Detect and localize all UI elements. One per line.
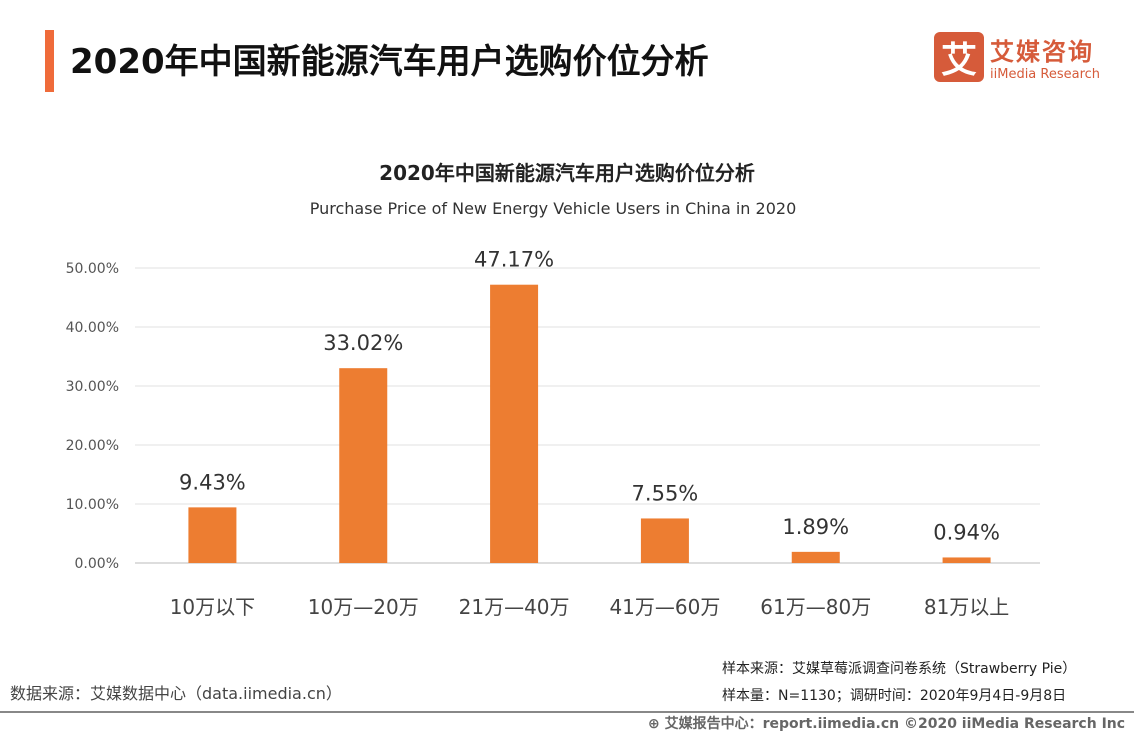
footer-copyright: ⊕ 艾媒报告中心：report.iimedia.cn ©2020 iiMedia… [648,716,1126,732]
x-tick-label: 81万以上 [924,595,1009,619]
logo: 艾 艾媒咨询 iiMedia Research [934,32,1100,82]
x-tick-label: 10万以下 [170,595,255,619]
chart-title: 2020年中国新能源汽车用户选购价位分析 [379,161,755,185]
bar [490,284,539,563]
logo-mark: 艾 [934,32,984,82]
chart-subtitle: Purchase Price of New Energy Vehicle Use… [309,199,797,218]
x-tick-label: 10万—20万 [308,595,419,619]
bar [339,368,388,563]
y-tick-label: 20.00% [66,438,119,454]
sample-source: 样本来源：艾媒草莓派调查问卷系统（Strawberry Pie） [722,661,1077,677]
data-label: 9.43% [179,470,246,494]
x-tick-label: 41万—60万 [609,595,720,619]
page-title: 2020年中国新能源汽车用户选购价位分析 [70,42,709,82]
y-tick-label: 0.00% [75,556,119,572]
data-label: 33.02% [323,331,403,355]
bar [188,507,237,563]
y-tick-label: 10.00% [66,497,119,513]
data-label: 7.55% [632,481,699,505]
globe-icon: ⊕ [648,716,665,732]
sample-size: 样本量：N=1130；调研时间：2020年9月4日-9月8日 [722,688,1067,704]
bar [791,551,840,563]
x-tick-label: 21万—40万 [459,595,570,619]
bar [640,518,689,563]
logo-cn: 艾媒咨询 [990,38,1094,66]
y-tick-label: 50.00% [66,261,119,277]
bar [942,557,991,563]
data-label: 47.17% [474,248,554,272]
data-source: 数据来源：艾媒数据中心（data.iimedia.cn） [10,684,342,703]
y-tick-label: 40.00% [66,320,119,336]
data-label: 1.89% [782,515,849,539]
y-tick-label: 30.00% [66,379,119,395]
title-accent-bar [45,30,54,92]
data-label: 0.94% [933,520,1000,544]
x-tick-label: 61万—80万 [760,595,871,619]
footer-divider [0,711,1134,713]
logo-en: iiMedia Research [990,67,1101,82]
